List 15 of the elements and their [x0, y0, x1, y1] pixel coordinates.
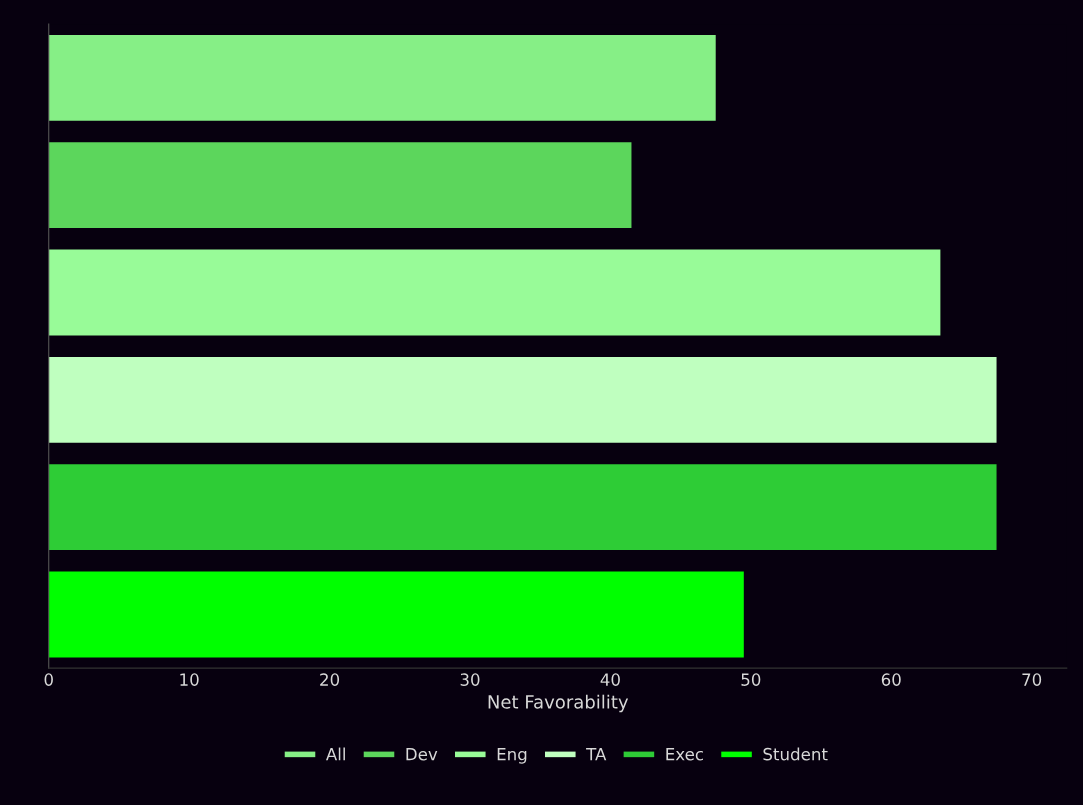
legend-label: Student [763, 747, 828, 761]
x-axis-title: Net Favorability [488, 694, 629, 713]
x-tick-label: 70 [1022, 673, 1042, 686]
x-tick-label: 20 [320, 673, 340, 686]
x-tick-label: 10 [180, 673, 199, 686]
legend-label: TA [586, 748, 607, 761]
legend-label: Eng [497, 748, 527, 764]
x-tick-label: 40 [600, 673, 620, 686]
legend-label: All [325, 747, 345, 761]
x-tick-label: 50 [741, 673, 761, 686]
legend-label: Dev [406, 748, 438, 761]
x-tick-label: 30 [460, 673, 480, 686]
x-tick-label: 0 [44, 673, 53, 686]
x-tick-label: 60 [881, 673, 901, 686]
legend-label: Exec [666, 748, 704, 761]
